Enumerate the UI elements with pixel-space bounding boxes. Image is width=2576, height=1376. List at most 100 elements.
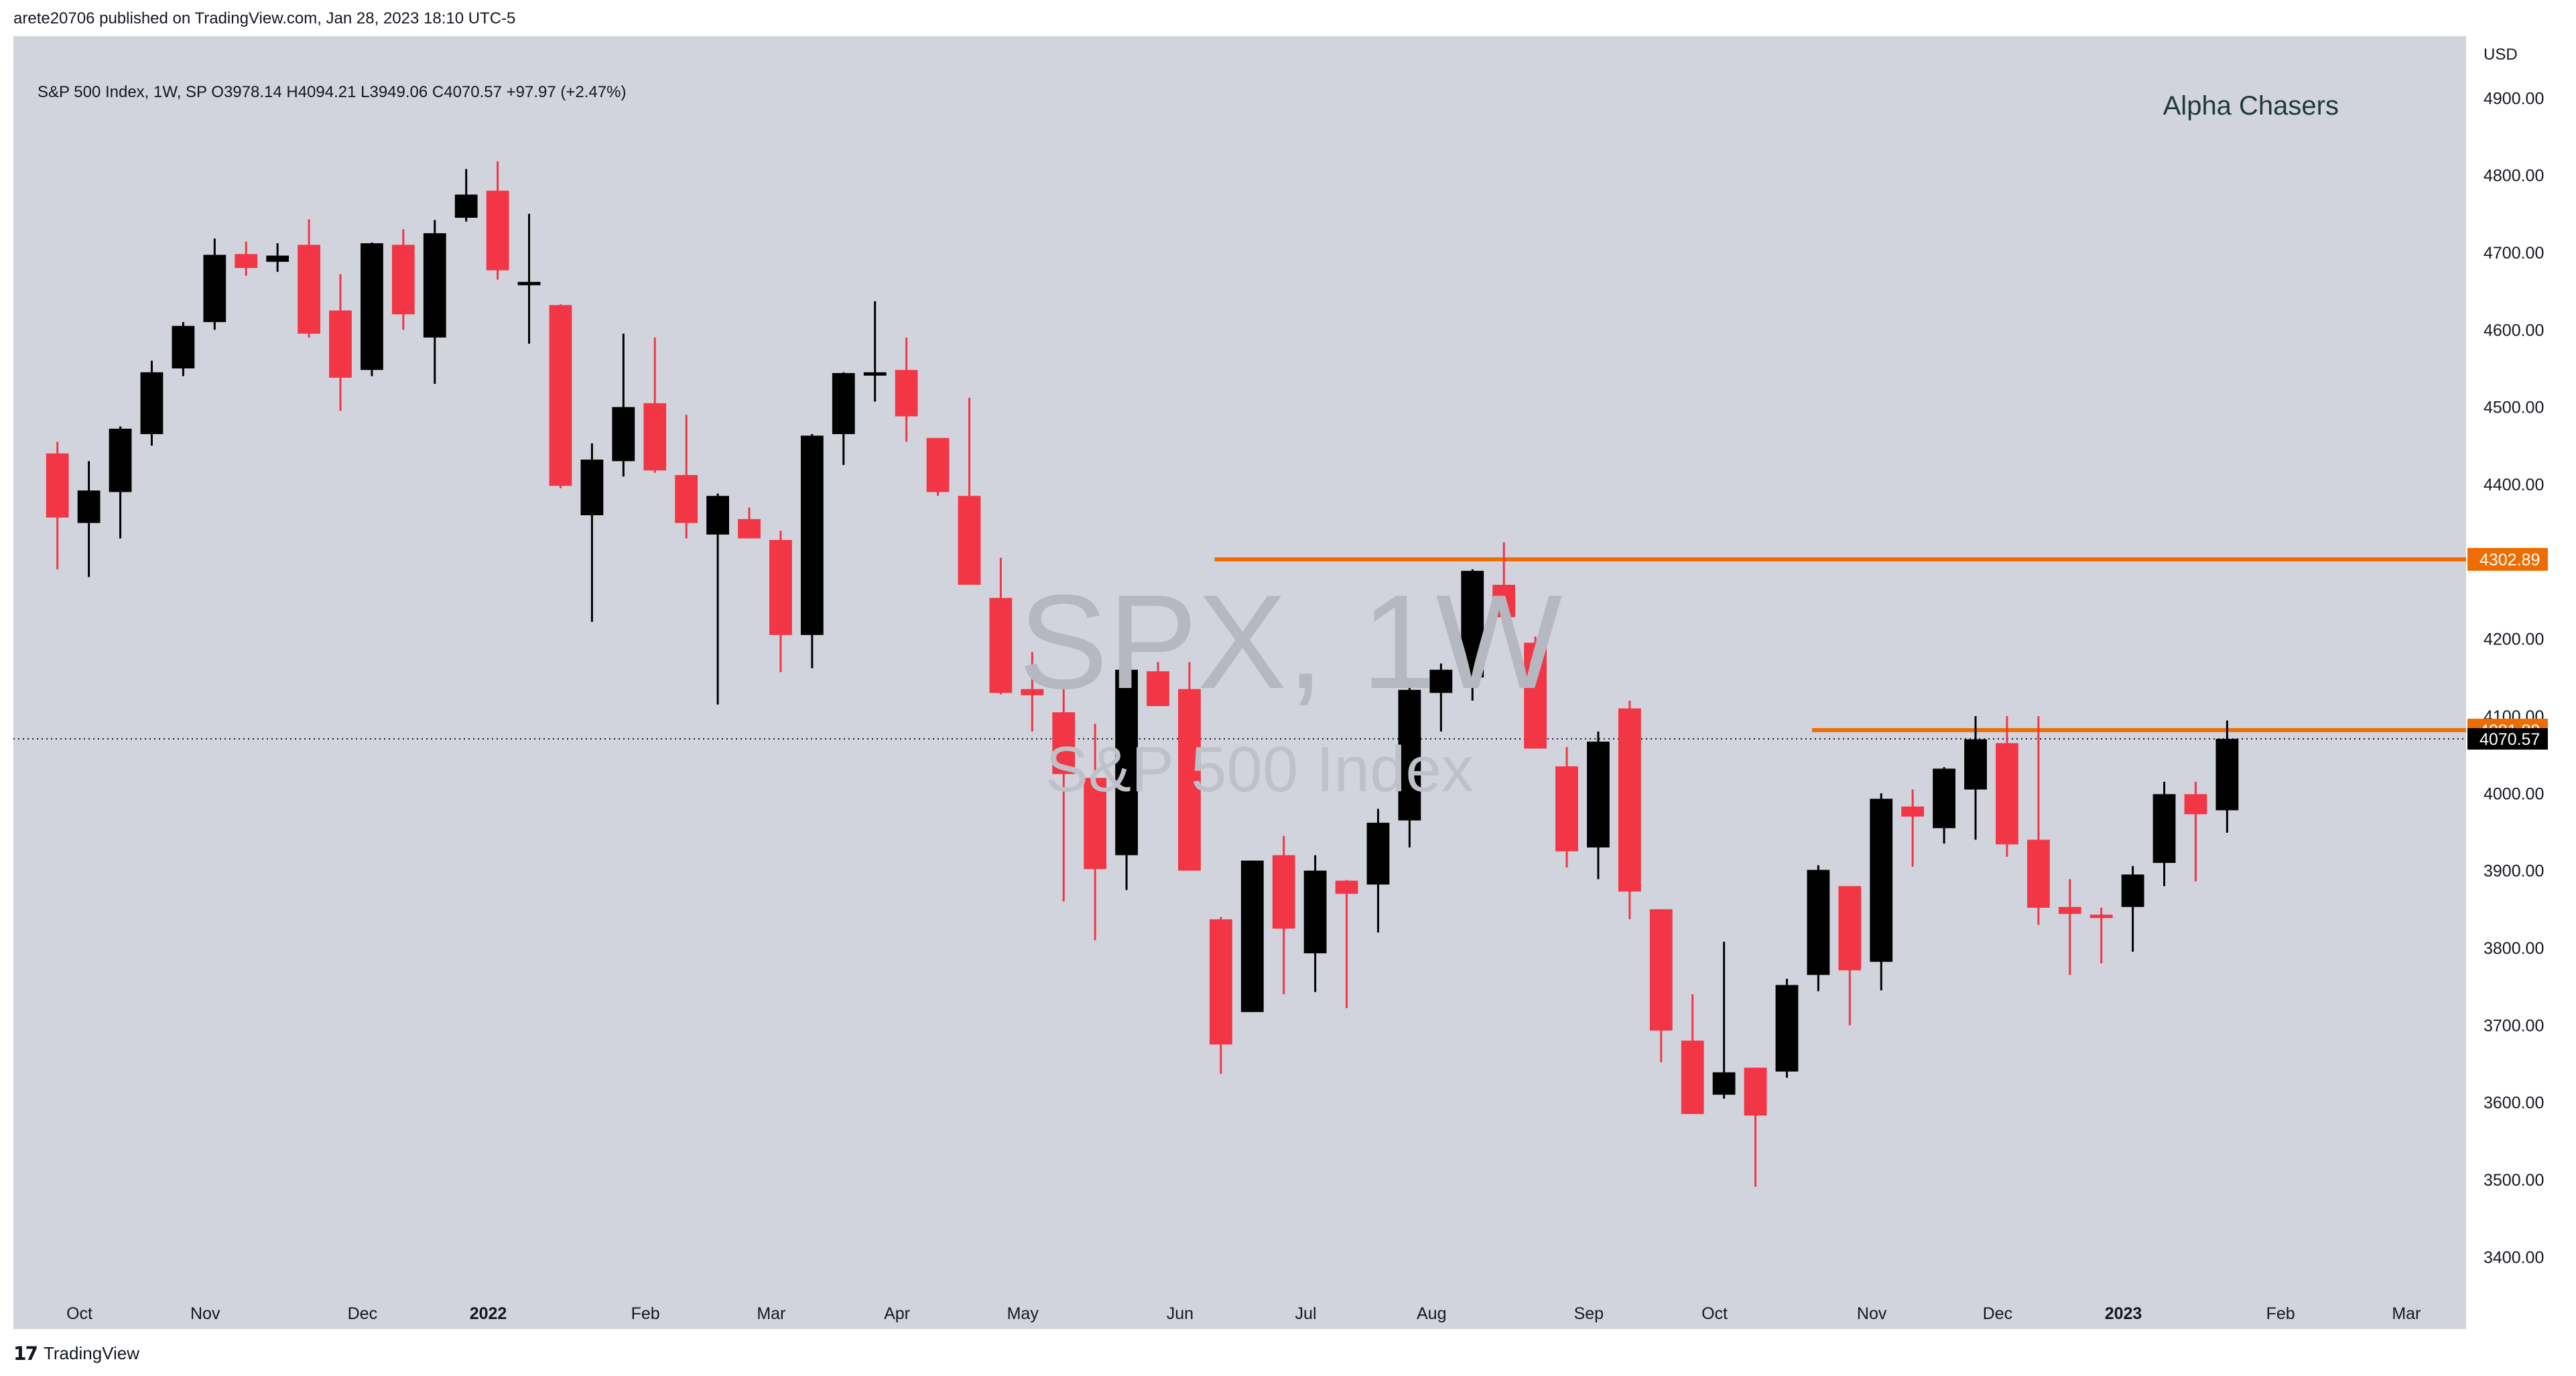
candle-body [2089,914,2113,918]
candle[interactable] [1398,685,1421,848]
candle[interactable] [2215,720,2239,833]
price-axis[interactable]: 3400.00 3500.00 3600.00 3700.00 3800.00 3900.… [2466,36,2576,1329]
candle[interactable] [1933,767,1955,844]
candle[interactable] [675,415,698,539]
candle[interactable] [2026,715,2050,925]
candle[interactable] [266,243,289,272]
candle[interactable] [1021,652,1044,732]
level-price-tag [2467,547,2548,571]
candle[interactable] [2058,879,2081,975]
candle-body [1240,860,1264,1012]
candle[interactable] [2121,866,2144,952]
candle[interactable] [2089,908,2113,964]
candle[interactable] [1178,662,1201,871]
candle[interactable] [1240,860,1264,1012]
price-tick-label: 3600.00 [2484,1094,2544,1113]
candle-body [1115,669,1138,855]
currency-label: USD [2484,46,2518,64]
candle[interactable] [46,441,69,569]
candle[interactable] [1744,1067,1767,1187]
candle[interactable] [1901,789,1925,867]
candle[interactable] [1084,724,1107,941]
candle[interactable] [1147,662,1169,706]
symbol-legend[interactable]: S&P 500 Index, 1W, SP O3978.14 H4094.21 … [38,83,627,101]
candle[interactable] [800,433,824,669]
candle-body [77,490,101,523]
candle[interactable] [203,238,227,330]
candle[interactable] [549,304,572,488]
time-axis-label: 2023 [2105,1304,2142,1323]
candle-body [580,460,604,516]
candle[interactable] [1429,663,1453,732]
candle-body [1618,708,1641,892]
candle-body [1838,886,1862,971]
candle[interactable] [1587,732,1610,880]
candle[interactable] [486,161,509,280]
candle[interactable] [1303,855,1327,992]
candle[interactable] [1964,715,1987,840]
candle-body [1681,1040,1704,1114]
candle[interactable] [895,337,918,442]
candle[interactable] [863,301,887,402]
candle[interactable] [1524,636,1547,749]
time-axis-label: Jul [1295,1304,1317,1323]
candle[interactable] [706,493,729,705]
candle[interactable] [1996,715,2018,857]
candle-body [2026,839,2050,908]
candle[interactable] [1838,886,1862,1026]
candle[interactable] [1775,979,1799,1078]
candle[interactable] [1272,835,1295,995]
candle[interactable] [329,274,352,411]
candle[interactable] [1712,941,1736,1099]
candle[interactable] [391,229,415,330]
candle[interactable] [454,169,478,222]
candle[interactable] [1555,747,1578,868]
candle[interactable] [1807,865,1830,991]
candle-body [926,437,950,492]
candle[interactable] [517,214,541,344]
candle[interactable] [738,507,761,539]
candle[interactable] [958,397,981,585]
candle[interactable] [1681,994,1704,1114]
candle[interactable] [2184,782,2207,882]
candle[interactable] [1052,689,1076,902]
candle[interactable] [1461,569,1484,701]
candle[interactable] [1209,916,1232,1074]
candle[interactable] [1335,880,1358,1008]
candle-body [1587,742,1610,848]
candle-body [109,428,132,492]
candle[interactable] [1649,909,1673,1062]
candle[interactable] [612,334,635,477]
candle[interactable] [1870,793,1893,991]
candle[interactable] [109,426,132,539]
candle[interactable] [361,242,383,376]
candle[interactable] [769,531,792,673]
candle[interactable] [989,557,1013,695]
candle[interactable] [1366,809,1390,933]
candle-body [172,326,195,368]
candle[interactable] [643,337,667,473]
candle[interactable] [423,220,446,385]
candle[interactable] [832,372,855,466]
candle[interactable] [926,437,950,496]
candle[interactable] [235,241,258,276]
candle[interactable] [2152,782,2176,886]
candle[interactable] [580,443,604,622]
last-price-tag [2467,728,2548,750]
candlestick-chart[interactable]: Oct Nov Dec 2022 Feb Mar Apr May Jun Jul Aug Sep Oct… [13,36,2466,1329]
candle[interactable] [77,461,101,577]
candle[interactable] [1115,662,1138,890]
candle[interactable] [298,219,320,338]
footer-logo[interactable]: 𝟭𝟳 TradingView [13,1343,139,1365]
candle-body [266,255,289,262]
candle-body [989,598,1013,693]
candle[interactable] [1492,542,1516,618]
candle[interactable] [140,360,164,446]
candle-body [1052,712,1076,774]
price-tick-label: 4200.00 [2484,630,2544,649]
chart-pane[interactable]: Oct Nov Dec 2022 Feb Mar Apr May Jun Jul Aug Sep Oct… [13,36,2466,1329]
candle[interactable] [1618,700,1641,920]
price-axis-svg[interactable]: 3400.00 3500.00 3600.00 3700.00 3800.00 3900.… [2466,36,2576,1329]
candle[interactable] [172,322,195,376]
candle-body [140,372,164,434]
